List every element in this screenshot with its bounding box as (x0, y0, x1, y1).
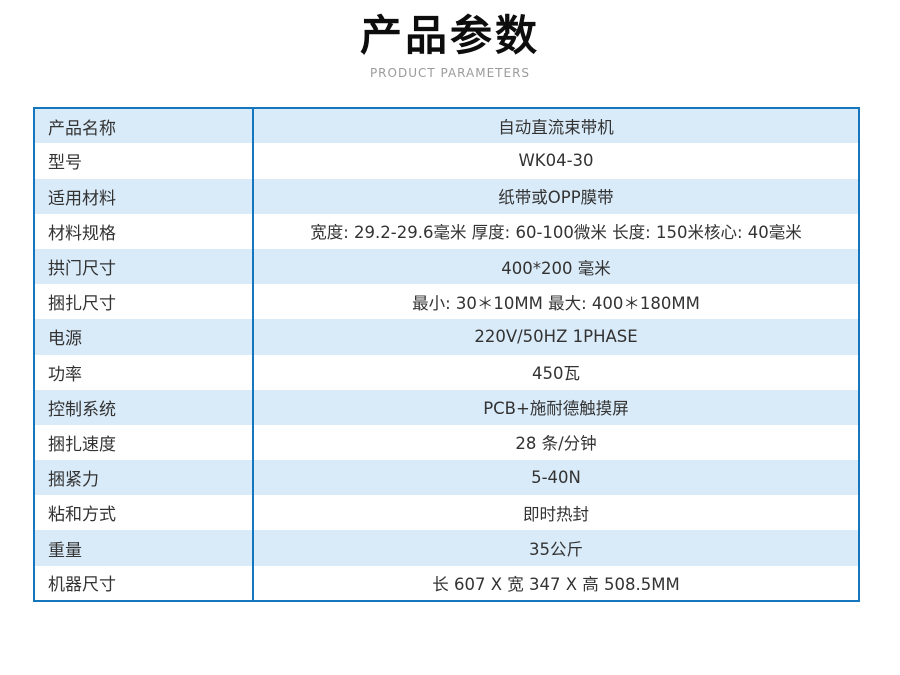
param-label: 捆扎尺寸 (34, 284, 254, 320)
table-row: 机器尺寸 长 607 X 宽 347 X 高 508.5MM (34, 565, 859, 601)
table-row: 捆扎速度 28 条/分钟 (34, 424, 859, 461)
table-row: 重量 35公斤 (34, 530, 859, 566)
table-row: 捆扎尺寸 最小: 30＊10MM 最大: 400＊180MM (34, 284, 859, 320)
product-parameters-table: 产品名称 自动直流束带机 型号 WK04-30 适用材料 纸带或OPP膜带 材料… (33, 107, 860, 602)
page-header: 产品参数 PRODUCT PARAMETERS (0, 0, 900, 80)
param-value: 5-40N (531, 468, 581, 488)
table-row: 材料规格 宽度: 29.2-29.6毫米 厚度: 60-100微米 长度: 15… (34, 213, 859, 249)
table-row: 拱门尺寸 400*200 毫米 (34, 248, 859, 285)
param-value: 宽度: 29.2-29.6毫米 厚度: 60-100微米 长度: 150米核心:… (310, 223, 802, 243)
param-value: 220V/50HZ 1PHASE (474, 327, 638, 347)
table-row: 适用材料 纸带或OPP膜带 (34, 178, 859, 214)
param-label: 粘和方式 (34, 495, 254, 531)
param-value: 长 607 X 宽 347 X 高 508.5MM (432, 574, 680, 594)
table-row: 捆紧力 5-40N (34, 460, 859, 496)
param-value: WK04-30 (518, 151, 594, 171)
table-row: 控制系统 PCB+施耐德触摸屏 (34, 389, 859, 425)
param-value: 纸带或OPP膜带 (498, 188, 614, 208)
table-row: 功率 450瓦 (34, 354, 859, 390)
param-value: 28 条/分钟 (515, 434, 597, 454)
param-value: 即时热封 (523, 504, 589, 524)
param-label: 材料规格 (34, 213, 254, 249)
param-value: 最小: 30＊10MM 最大: 400＊180MM (412, 293, 700, 313)
param-label: 电源 (34, 319, 254, 355)
param-label: 产品名称 (34, 108, 254, 144)
table-row: 电源 220V/50HZ 1PHASE (34, 319, 859, 355)
page-title: 产品参数 (359, 11, 540, 60)
table-row: 型号 WK04-30 (34, 143, 859, 179)
page-subtitle: PRODUCT PARAMETERS (369, 66, 531, 81)
param-label: 捆扎速度 (34, 424, 254, 461)
param-value: 400*200 毫米 (501, 258, 611, 278)
param-value: 自动直流束带机 (498, 118, 614, 138)
param-value: PCB+施耐德触摸屏 (483, 399, 629, 419)
param-value: 450瓦 (532, 364, 580, 384)
param-label: 重量 (34, 530, 254, 566)
product-parameters-table-body: 产品名称 自动直流束带机 型号 WK04-30 适用材料 纸带或OPP膜带 材料… (34, 108, 859, 601)
param-value: 35公斤 (529, 540, 583, 560)
param-label: 拱门尺寸 (34, 248, 254, 285)
table-row: 粘和方式 即时热封 (34, 495, 859, 531)
param-label: 型号 (34, 143, 254, 179)
param-label: 功率 (34, 354, 254, 390)
param-label: 适用材料 (34, 178, 254, 214)
table-row: 产品名称 自动直流束带机 (34, 108, 859, 144)
param-label: 捆紧力 (34, 460, 254, 496)
param-label: 控制系统 (34, 389, 254, 425)
param-label: 机器尺寸 (34, 565, 254, 601)
